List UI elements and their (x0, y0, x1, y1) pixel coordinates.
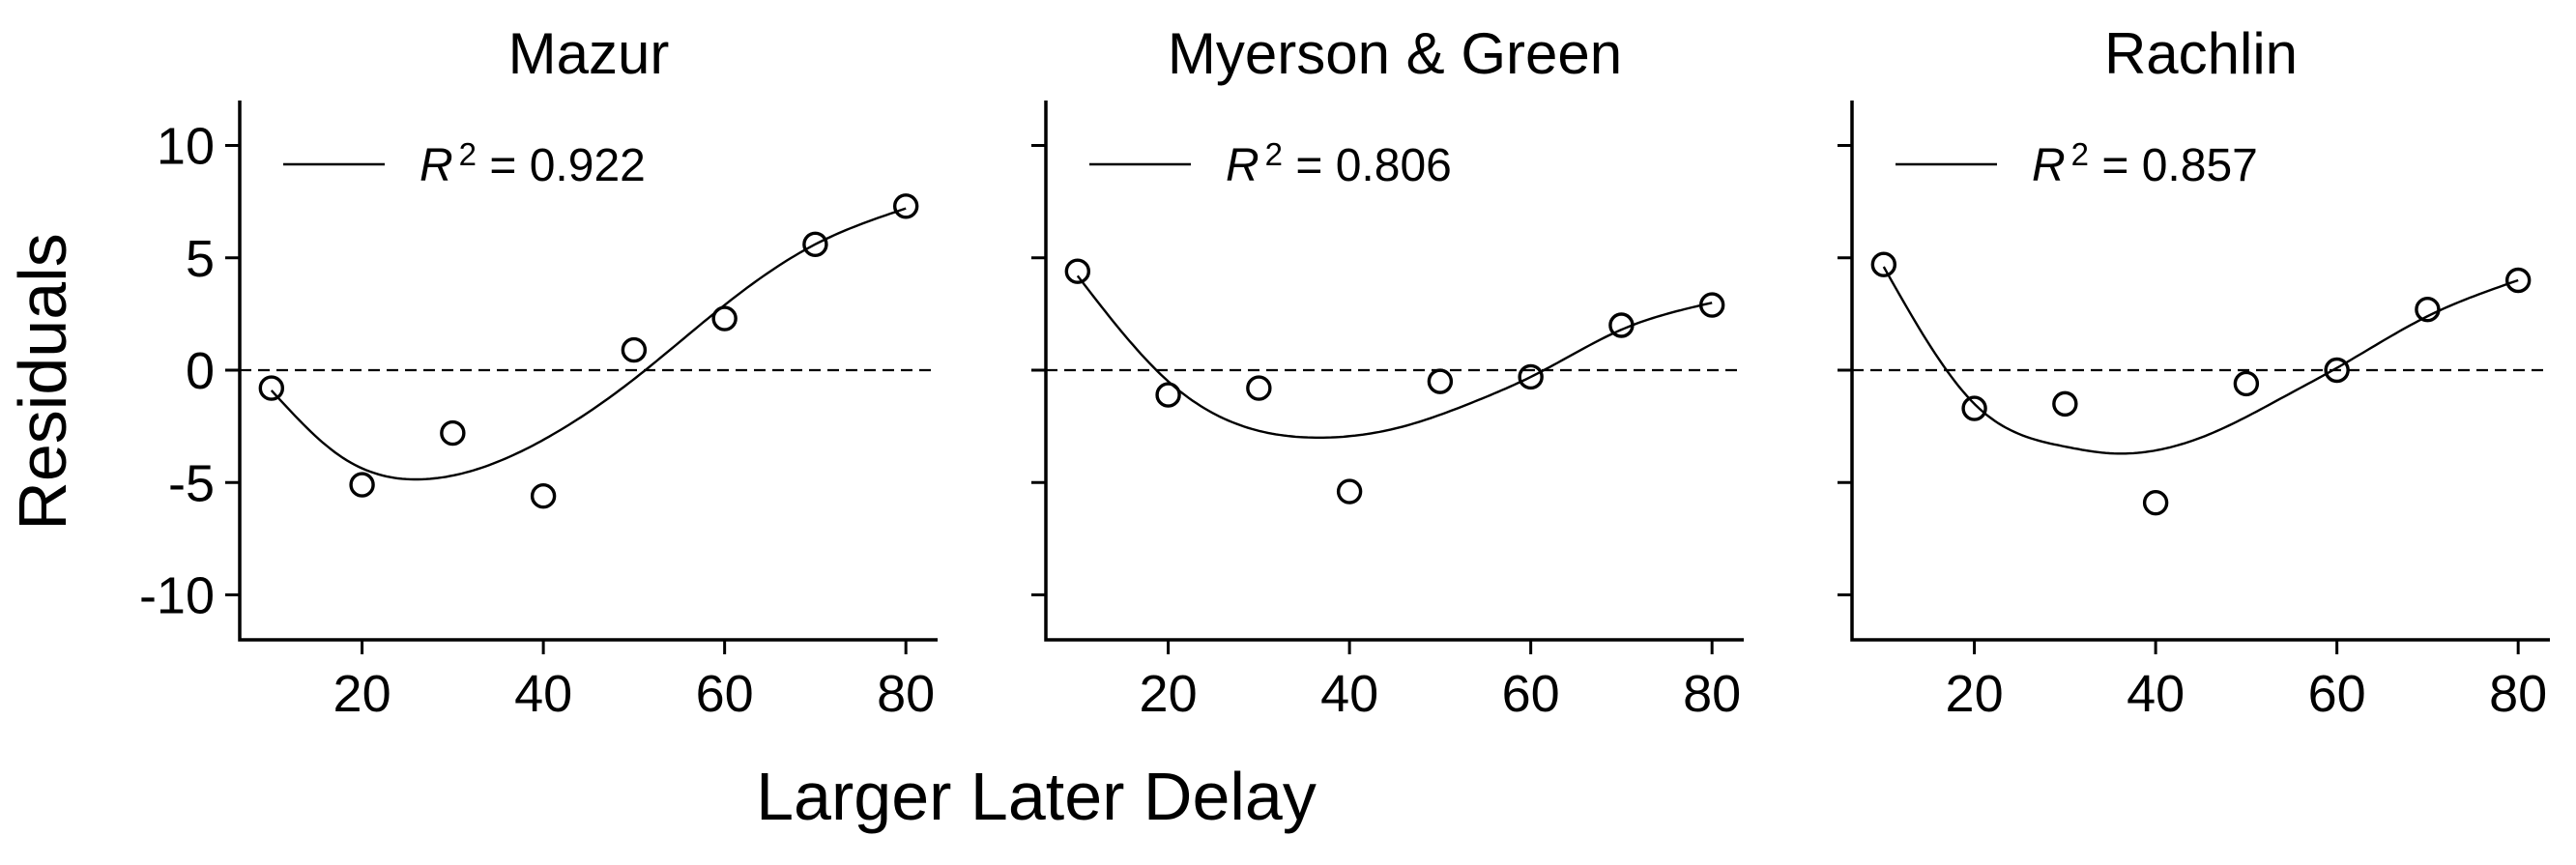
legend-r-symbol: R (1226, 140, 1259, 191)
data-point (621, 336, 648, 363)
data-point (1155, 382, 1181, 408)
data-point (2324, 357, 2350, 384)
x-tick-label: 20 (1140, 665, 1198, 723)
x-tick-label: 60 (1502, 665, 1560, 723)
panel-title: Mazur (508, 21, 670, 86)
legend-superscript: 2 (1265, 136, 1283, 172)
data-point (1961, 395, 1987, 421)
legend-superscript: 2 (459, 136, 477, 172)
panel-title: Myerson & Green (1168, 21, 1622, 86)
x-tick-label: 40 (2127, 665, 2185, 723)
panel-3: Rachlin 20 40 60 80 R 2 = 0.857 (1838, 21, 2550, 723)
data-point (1336, 478, 1363, 505)
y-tick-label: 10 (157, 118, 215, 176)
data-point (802, 231, 828, 258)
data-point (440, 419, 466, 447)
data-point (1518, 363, 1544, 390)
panel-2: Myerson & Green 20 40 60 80 R 2 = 0.806 (1031, 21, 1744, 723)
data-point (2504, 267, 2532, 294)
data-point (1870, 251, 1897, 277)
axis-spines (238, 101, 938, 642)
data-point (892, 193, 919, 219)
axis-spines (1044, 101, 1744, 642)
x-tick-label: 20 (1946, 665, 2004, 723)
y-axis-label: Residuals (5, 233, 80, 530)
x-tick-label: 40 (1320, 665, 1378, 723)
x-tick-label: 80 (1683, 665, 1741, 723)
legend-superscript: 2 (2071, 136, 2089, 172)
y-tick-label: -10 (139, 567, 215, 625)
y-tick-label: -5 (168, 454, 215, 512)
legend-r-symbol: R (420, 140, 453, 191)
legend-value: = 0.857 (2089, 140, 2258, 191)
data-point (2415, 297, 2441, 323)
data-point (2052, 390, 2078, 418)
data-point (1427, 368, 1454, 394)
fit-curve (1076, 274, 1713, 439)
data-point (2233, 370, 2260, 397)
panel-1: Mazur 10 5 0 -5 -10 20 40 60 80 R 2 = 0.922 (139, 21, 938, 723)
y-tick-label: 5 (186, 230, 215, 288)
data-point (258, 375, 285, 401)
x-tick-label: 60 (2308, 665, 2366, 723)
panel-title: Rachlin (2104, 21, 2298, 86)
fit-curve (1882, 266, 2519, 455)
x-tick-label: 80 (2489, 665, 2547, 723)
legend-r-symbol: R (2032, 140, 2066, 191)
x-axis-label: Larger Later Delay (756, 759, 1317, 834)
data-point (1698, 292, 1725, 318)
x-tick-label: 40 (514, 665, 572, 723)
data-point (1064, 258, 1091, 284)
data-point (711, 305, 738, 332)
x-tick-label: 60 (696, 665, 754, 723)
data-point (349, 472, 375, 498)
y-tick-label: 0 (186, 342, 215, 400)
fit-curve (270, 207, 907, 481)
legend-value: = 0.922 (477, 140, 646, 191)
x-tick-label: 20 (333, 665, 391, 723)
x-tick-label: 80 (877, 665, 935, 723)
data-point (530, 483, 557, 509)
data-point (1608, 312, 1635, 338)
axis-spines (1850, 101, 2550, 642)
data-point (1246, 375, 1272, 401)
legend-value: = 0.806 (1283, 140, 1452, 191)
data-point (2142, 489, 2169, 516)
